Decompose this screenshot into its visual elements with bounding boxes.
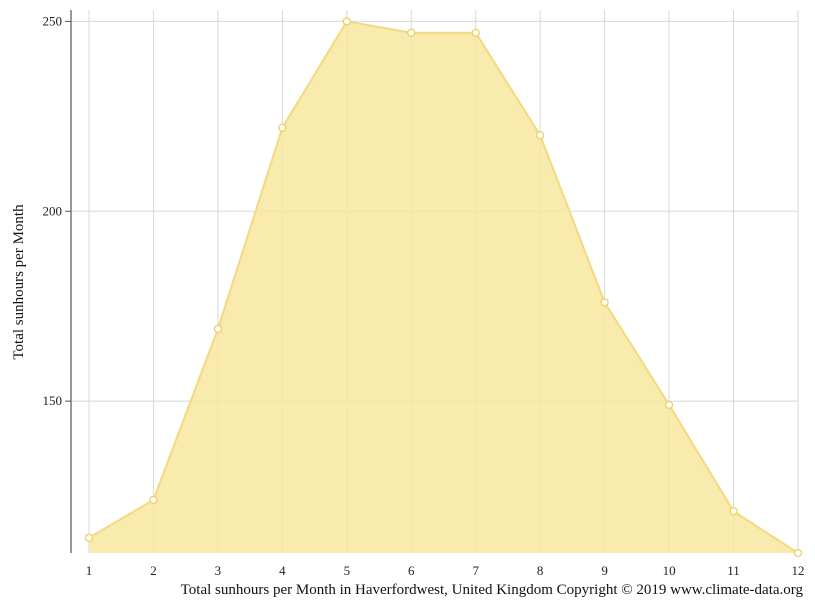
- data-point: [729, 507, 738, 516]
- data-point: [471, 28, 480, 37]
- x-tick-label: 3: [215, 563, 222, 578]
- x-tick-label: 12: [792, 563, 805, 578]
- x-tick-label: 11: [727, 563, 740, 578]
- area-fill: [89, 21, 798, 554]
- data-point: [149, 495, 158, 504]
- data-point: [600, 298, 609, 307]
- x-tick-label: 7: [472, 563, 479, 578]
- data-point: [84, 533, 94, 542]
- data-point: [213, 324, 223, 334]
- data-points: [84, 17, 803, 558]
- x-tick-label: 10: [663, 563, 676, 578]
- x-tick-label: 1: [86, 563, 93, 578]
- area-series: [88, 20, 799, 554]
- data-point: [664, 400, 674, 410]
- y-tick-label: 250: [43, 13, 63, 28]
- x-tick-label: 5: [344, 563, 351, 578]
- y-tick-label: 150: [43, 393, 63, 408]
- y-tick-label: 200: [43, 203, 63, 218]
- chart-caption: Total sunhours per Month in Haverfordwes…: [180, 582, 803, 598]
- data-point: [793, 548, 803, 558]
- x-tick-label: 2: [150, 563, 157, 578]
- y-axis-label: Total sunhours per Month: [11, 204, 27, 360]
- data-point: [536, 131, 545, 140]
- x-tick-label: 9: [601, 563, 608, 578]
- data-point: [278, 123, 287, 132]
- x-tick-label: 6: [408, 563, 415, 578]
- x-tick-label: 8: [537, 563, 544, 578]
- axes: [65, 10, 72, 553]
- data-point: [407, 28, 416, 37]
- x-tick-label: 4: [279, 563, 286, 578]
- data-point: [342, 17, 351, 26]
- area-line: [88, 20, 799, 554]
